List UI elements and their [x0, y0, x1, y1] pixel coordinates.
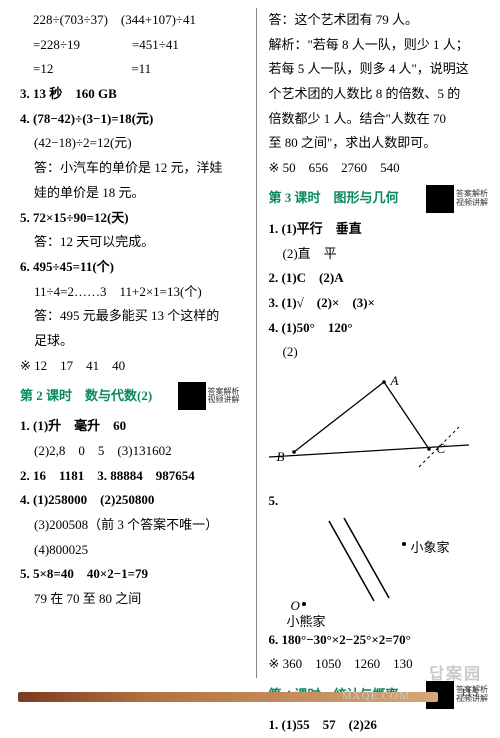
right-column: 答：这个艺术团有 79 人。 解析："若每 8 人一队，则少 1 人； 若每 5…	[263, 8, 489, 688]
text-line: (42−18)÷2=12(元)	[20, 131, 240, 156]
text-line: ※ 12 17 41 40	[20, 354, 240, 379]
vertex-label-c: C	[437, 437, 446, 462]
text-line: 6. 495÷45=11(个)	[20, 255, 240, 280]
text-line: 5.	[269, 489, 489, 514]
vertex-label-a: A	[391, 369, 399, 394]
watermark-text: 답案园	[429, 660, 482, 684]
text-line: 11÷4=2……3 11+2×1=13(个)	[20, 280, 240, 305]
page-columns: 228÷(703÷37) (344+107)÷41 =228÷19 =451÷4…	[0, 0, 500, 688]
text-line: 1. (1)55 57 (2)26	[269, 713, 489, 738]
qr-code-icon	[426, 185, 454, 213]
qr-labels: 答案解析 视频讲解	[456, 190, 488, 208]
text-line: =12 =11	[20, 57, 240, 82]
text-line: 答：12 天可以完成。	[20, 230, 240, 255]
text-line: 3. (1)√ (2)× (3)×	[269, 291, 489, 316]
left-column: 228÷(703÷37) (344+107)÷41 =228÷19 =451÷4…	[20, 8, 250, 688]
text-line: 解析："若每 8 人一队，则少 1 人；	[269, 33, 489, 58]
triangle-diagram: A B C	[269, 367, 469, 487]
text-line: 4. (1)258000 (2)250800	[20, 488, 240, 513]
text-line: =228÷19 =451÷41	[20, 33, 240, 58]
text-line: 2. (1)C (2)A	[269, 266, 489, 291]
text-line: 足球。	[20, 329, 240, 354]
text-line: 答：这个艺术团有 79 人。	[269, 8, 489, 33]
text-line: 79 在 70 至 80 之间	[20, 587, 240, 612]
text-line: 答：小汽车的单价是 12 元，洋娃	[20, 156, 240, 181]
vertex-label-b: B	[277, 445, 285, 470]
text-line: 2. 16 1181 3. 88884 987654	[20, 464, 240, 489]
section-title: 第 2 课时 数与代数(2)	[20, 384, 178, 409]
text-line: (2)2,8 0 5 (3)131602	[20, 439, 240, 464]
text-line: 至 80 之间"，求出人数即可。	[269, 131, 489, 156]
qr-label-line: 视频讲解	[208, 396, 240, 405]
text-line: 228÷(703÷37) (344+107)÷41	[20, 8, 240, 33]
text-line: 1. (1)平行 垂直	[269, 217, 489, 242]
watermark-url: MXQE.COM	[342, 690, 410, 702]
text-line: 答：495 元最多能买 13 个这样的	[20, 304, 240, 329]
text-line: ※ 50 656 2760 540	[269, 156, 489, 181]
text-line: (2)	[269, 340, 489, 365]
text-line: (2)直 平	[269, 242, 489, 267]
qr-block: 答案解析 视频讲解	[178, 382, 240, 410]
qr-label-line: 视频讲解	[456, 199, 488, 208]
qr-block: 答案解析 视频讲解	[426, 185, 488, 213]
section-title: 第 3 课时 图形与几何	[269, 186, 427, 211]
text-line: 5. 72×15÷90=12(天)	[20, 206, 240, 231]
text-line: (4)800025	[20, 538, 240, 563]
text-line: 3. 13 秒 160 GB	[20, 82, 240, 107]
qr-labels: 答案解析 视频讲解	[208, 388, 240, 406]
label-xiang: 小象家	[411, 536, 450, 561]
text-line: 4. (1)50° 120°	[269, 316, 489, 341]
text-line: 1. (1)升 毫升 60	[20, 414, 240, 439]
text-line: 若每 5 人一队，则多 4 人"，说明这	[269, 57, 489, 82]
section-header-3: 第 3 课时 图形与几何 答案解析 视频讲解	[269, 185, 489, 213]
text-line: 个艺术团的人数比 8 的倍数、5 的	[269, 82, 489, 107]
section-header-2: 第 2 课时 数与代数(2) 答案解析 视频讲解	[20, 382, 240, 410]
page-number: 115	[460, 685, 478, 700]
text-line: (3)200508（前 3 个答案不唯一）	[20, 513, 240, 538]
parallel-diagram: 小象家 O 小熊家	[269, 516, 469, 626]
label-xiong: 小熊家	[287, 610, 326, 635]
qr-code-icon	[178, 382, 206, 410]
text-line: 4. (78−42)÷(3−1)=18(元)	[20, 107, 240, 132]
text-line: 5. 5×8=40 40×2−1=79	[20, 562, 240, 587]
text-line: 倍数都少 1 人。结合"人数在 70	[269, 107, 489, 132]
text-line: 娃的单价是 18 元。	[20, 181, 240, 206]
column-divider	[256, 8, 257, 678]
